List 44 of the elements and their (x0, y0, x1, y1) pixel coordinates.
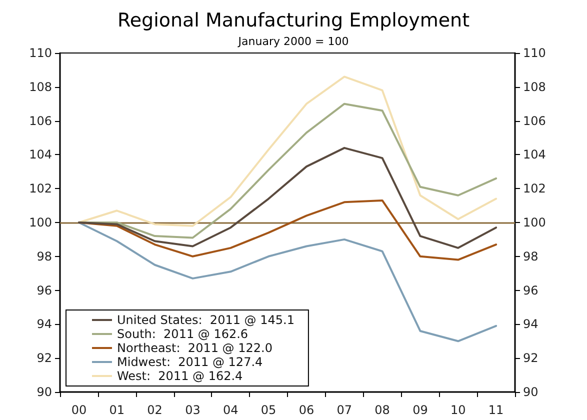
x-tick-label: 08 (374, 403, 390, 417)
y-tick-label: 102 (29, 182, 52, 196)
x-tick-label: 04 (222, 403, 238, 417)
y2-tick-label: 92 (523, 351, 538, 366)
line-series (78, 76, 498, 227)
y2-tick-label: 100 (523, 216, 546, 230)
legend-label: Midwest: 2011 @ 127.4 (117, 355, 263, 369)
y-tick-label: 96 (36, 283, 52, 298)
y2-tick-label: 104 (523, 148, 546, 162)
x-tick-label: 03 (185, 403, 200, 417)
legend-label: United States: 2011 @ 145.1 (117, 313, 294, 327)
line-series (78, 222, 498, 342)
legend-label: South: 2011 @ 162.6 (117, 327, 248, 341)
x-tick-label: 11 (488, 403, 504, 417)
x-tick-label: 07 (336, 403, 352, 417)
y2-tick-label: 94 (523, 317, 538, 332)
y-tick-label: 98 (36, 249, 52, 264)
y-tick-label: 90 (36, 385, 52, 399)
y-tick-label: 94 (36, 317, 52, 332)
line-series (78, 146, 498, 249)
y-tick-label: 100 (29, 216, 52, 230)
x-tick-label: 02 (147, 403, 162, 417)
y-tick-label: 110 (29, 46, 52, 60)
y2-tick-label: 98 (523, 249, 538, 264)
y2-tick-label: 96 (523, 283, 538, 298)
y-tick-label: 106 (29, 114, 52, 128)
y-tick-label: 92 (36, 351, 52, 366)
y2-tick-label: 110 (523, 46, 546, 60)
y2-tick-label: 90 (523, 385, 538, 399)
chart-subtitle: January 2000 = 100 (237, 35, 349, 48)
x-tick-label: 10 (450, 403, 466, 417)
x-tick-label: 09 (412, 403, 428, 417)
chart-title: Regional Manufacturing Employment (117, 10, 470, 32)
y2-tick-label: 108 (523, 80, 546, 94)
y-tick-label: 104 (29, 148, 52, 162)
y2-tick-label: 106 (523, 114, 546, 128)
y-tick-label: 108 (29, 80, 52, 94)
x-tick-label: 06 (298, 403, 314, 417)
y2-tick-label: 102 (523, 182, 546, 196)
legend-label: West: 2011 @ 162.4 (117, 369, 243, 383)
x-tick-label: 01 (109, 403, 125, 417)
x-tick-label: 00 (71, 403, 87, 417)
legend-label: Northeast: 2011 @ 122.0 (117, 341, 272, 355)
x-tick-label: 05 (260, 403, 276, 417)
